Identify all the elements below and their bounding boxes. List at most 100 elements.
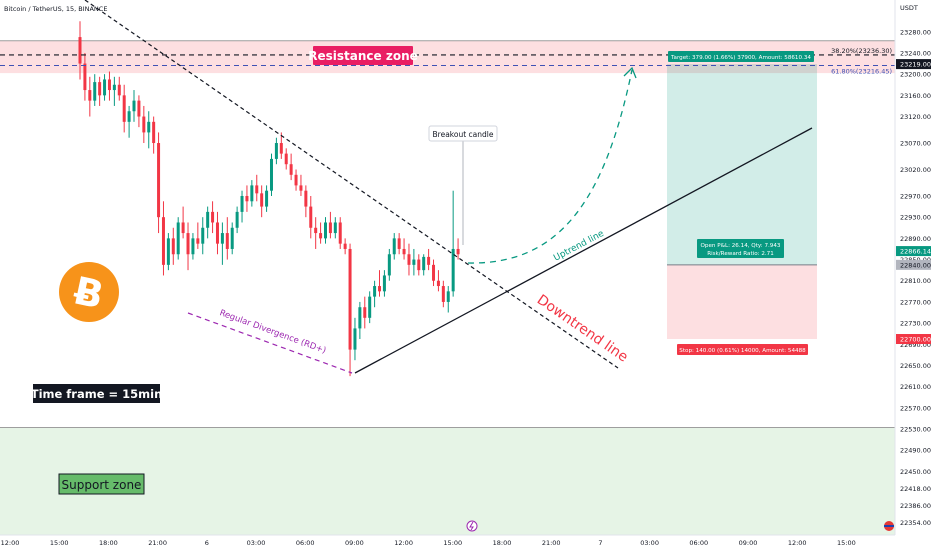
candle-body <box>255 185 259 194</box>
price-tick-label: 23200.00 <box>900 71 931 79</box>
time-tick-label: 09:00 <box>739 539 758 547</box>
candle-body <box>446 291 450 302</box>
candle-body <box>314 227 318 234</box>
candle-body <box>294 174 298 186</box>
price-badge <box>896 59 931 70</box>
candle-body <box>343 243 347 249</box>
price-tick-label: 23120.00 <box>900 113 931 121</box>
candle-body <box>88 90 92 101</box>
candle-body <box>230 227 234 249</box>
symbol-title: Bitcoin / TetherUS, 15, BINANCE <box>4 5 107 13</box>
price-tick-label: 22890.00 <box>900 235 931 243</box>
drawings-layer[interactable] <box>0 0 895 374</box>
price-tick-label: 22610.00 <box>900 383 931 391</box>
candle-body <box>397 238 401 249</box>
bitcoin-logo-icon <box>59 262 119 322</box>
candle-body <box>378 286 382 292</box>
projection-path[interactable] <box>467 69 633 264</box>
price-tick-label: 22354.00 <box>900 519 931 527</box>
candle-body <box>309 206 313 228</box>
candle-body <box>107 79 111 91</box>
position-profit-area[interactable] <box>667 64 817 265</box>
lightning-icon[interactable] <box>466 520 478 532</box>
price-tick-label: 22490.00 <box>900 447 931 455</box>
flag-stripe-icon <box>884 525 894 527</box>
candle-body <box>299 185 303 191</box>
price-badge <box>896 334 931 345</box>
time-tick-label: 12:00 <box>394 539 413 547</box>
time-tick-label: 03:00 <box>640 539 659 547</box>
candle-body <box>441 286 445 302</box>
candle-body <box>348 248 352 350</box>
price-tick-label: 22930.00 <box>900 214 931 222</box>
candle-body <box>78 37 82 64</box>
time-tick-label: 15:00 <box>443 539 462 547</box>
price-tick-label: 23020.00 <box>900 166 931 174</box>
candle-body <box>353 328 357 350</box>
candle-body <box>142 116 146 133</box>
downtrend-line[interactable] <box>84 0 619 369</box>
candle-body <box>103 79 107 96</box>
price-tick-label: 22810.00 <box>900 277 931 285</box>
candle-body <box>122 95 126 122</box>
candle-body <box>201 227 205 244</box>
candle-body <box>181 222 185 234</box>
candle-body <box>132 100 136 112</box>
candle-body <box>368 296 372 318</box>
candle-body <box>161 217 165 265</box>
candle-body <box>358 307 362 329</box>
price-badge-label: 22700.00 <box>900 336 931 344</box>
candle-body <box>235 211 239 228</box>
uptrend-line[interactable] <box>354 127 813 374</box>
fib-label-38: 38.20%(23236.30) <box>831 47 892 55</box>
time-tick-label: 09:00 <box>345 539 364 547</box>
price-badge-label: 23219.00 <box>900 61 931 69</box>
candle-body <box>166 238 170 265</box>
candle-body <box>147 121 151 133</box>
position-layer[interactable] <box>667 64 817 340</box>
price-tick-label: 22530.00 <box>900 426 931 434</box>
price-badge-label: 22866.14 <box>900 248 931 256</box>
target-label: Target: 379.00 (1.66%) 37900, Amount: 58… <box>670 55 811 61</box>
price-tick-label: 22970.00 <box>900 192 931 200</box>
time-tick-label: 15:00 <box>837 539 856 547</box>
divergence-line[interactable] <box>187 312 353 374</box>
time-tick-label: 12:00 <box>788 539 807 547</box>
candle-body <box>319 233 323 239</box>
candle-body <box>127 111 131 122</box>
candle-body <box>417 259 421 271</box>
position-loss-area[interactable] <box>667 264 817 340</box>
price-tick-label: 22418.00 <box>900 485 931 493</box>
candle-body <box>98 82 102 96</box>
price-tick-label: 22770.00 <box>900 298 931 306</box>
candle-body <box>427 256 431 265</box>
target-label-box <box>668 51 814 62</box>
candle-body <box>412 259 416 265</box>
candle-body <box>392 238 396 255</box>
price-tick-label: 23280.00 <box>900 28 931 36</box>
time-tick-label: 7 <box>598 539 602 547</box>
candle-body <box>240 195 244 212</box>
candle-body <box>289 164 293 175</box>
candle-body <box>83 63 87 91</box>
candle-body <box>432 264 436 281</box>
time-tick-label: 06:00 <box>296 539 315 547</box>
time-tick-label: 12:00 <box>1 539 20 547</box>
time-tick-label: 15:00 <box>50 539 69 547</box>
candle-body <box>186 233 190 255</box>
price-axis[interactable] <box>895 0 932 550</box>
rr-label: Risk/Reward Ratio: 2.71 <box>707 251 774 257</box>
price-tick-label: 22386.00 <box>900 502 931 510</box>
candle-body <box>112 84 116 91</box>
time-tick-label: 21:00 <box>542 539 561 547</box>
stop-label: Stop: 140.00 (0.61%) 14000, Amount: 5448… <box>679 348 806 354</box>
price-tick-label: 22570.00 <box>900 404 931 412</box>
time-axis[interactable] <box>0 535 895 550</box>
candle-body <box>220 233 224 244</box>
candle-body <box>215 222 219 244</box>
candle-body <box>206 211 210 228</box>
candle-body <box>171 238 175 255</box>
